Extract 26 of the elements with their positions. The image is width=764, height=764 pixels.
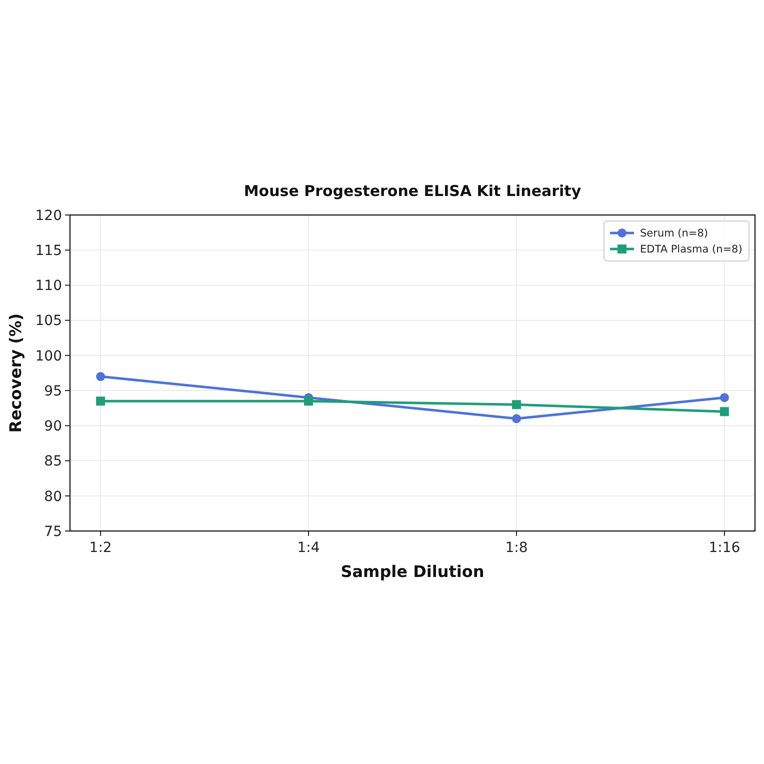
legend-label: EDTA Plasma (n=8) [640, 244, 742, 256]
y-tick-label: 100 [35, 348, 62, 364]
legend-label: Serum (n=8) [640, 228, 708, 240]
point [512, 414, 521, 424]
y-tick-label: 75 [44, 524, 62, 540]
point [304, 396, 314, 406]
y-tick-label: 85 [44, 454, 62, 470]
x-tick-label: 1:8 [505, 540, 528, 556]
x-tick-label: 1:16 [708, 540, 740, 556]
y-axis-title: Recovery (%) [6, 313, 25, 433]
y-tick-label: 110 [35, 278, 62, 294]
point [512, 400, 521, 410]
y-tick-label: 95 [44, 383, 62, 400]
chart-title: Mouse Progesterone ELISA Kit Linearity [244, 182, 582, 200]
x-tick-label: 1:2 [89, 540, 112, 556]
point [720, 393, 729, 402]
point [96, 396, 106, 406]
y-tick-label: 120 [35, 208, 62, 224]
x-tick-label: 1:4 [297, 540, 320, 556]
y-tick-label: 105 [35, 313, 62, 330]
y-tick-label: 80 [44, 488, 62, 505]
y-tick-label: 115 [35, 243, 62, 260]
point [96, 372, 106, 382]
x-axis-title: Sample Dilution [340, 562, 484, 581]
point [720, 407, 729, 416]
y-tick-label: 90 [44, 418, 62, 435]
